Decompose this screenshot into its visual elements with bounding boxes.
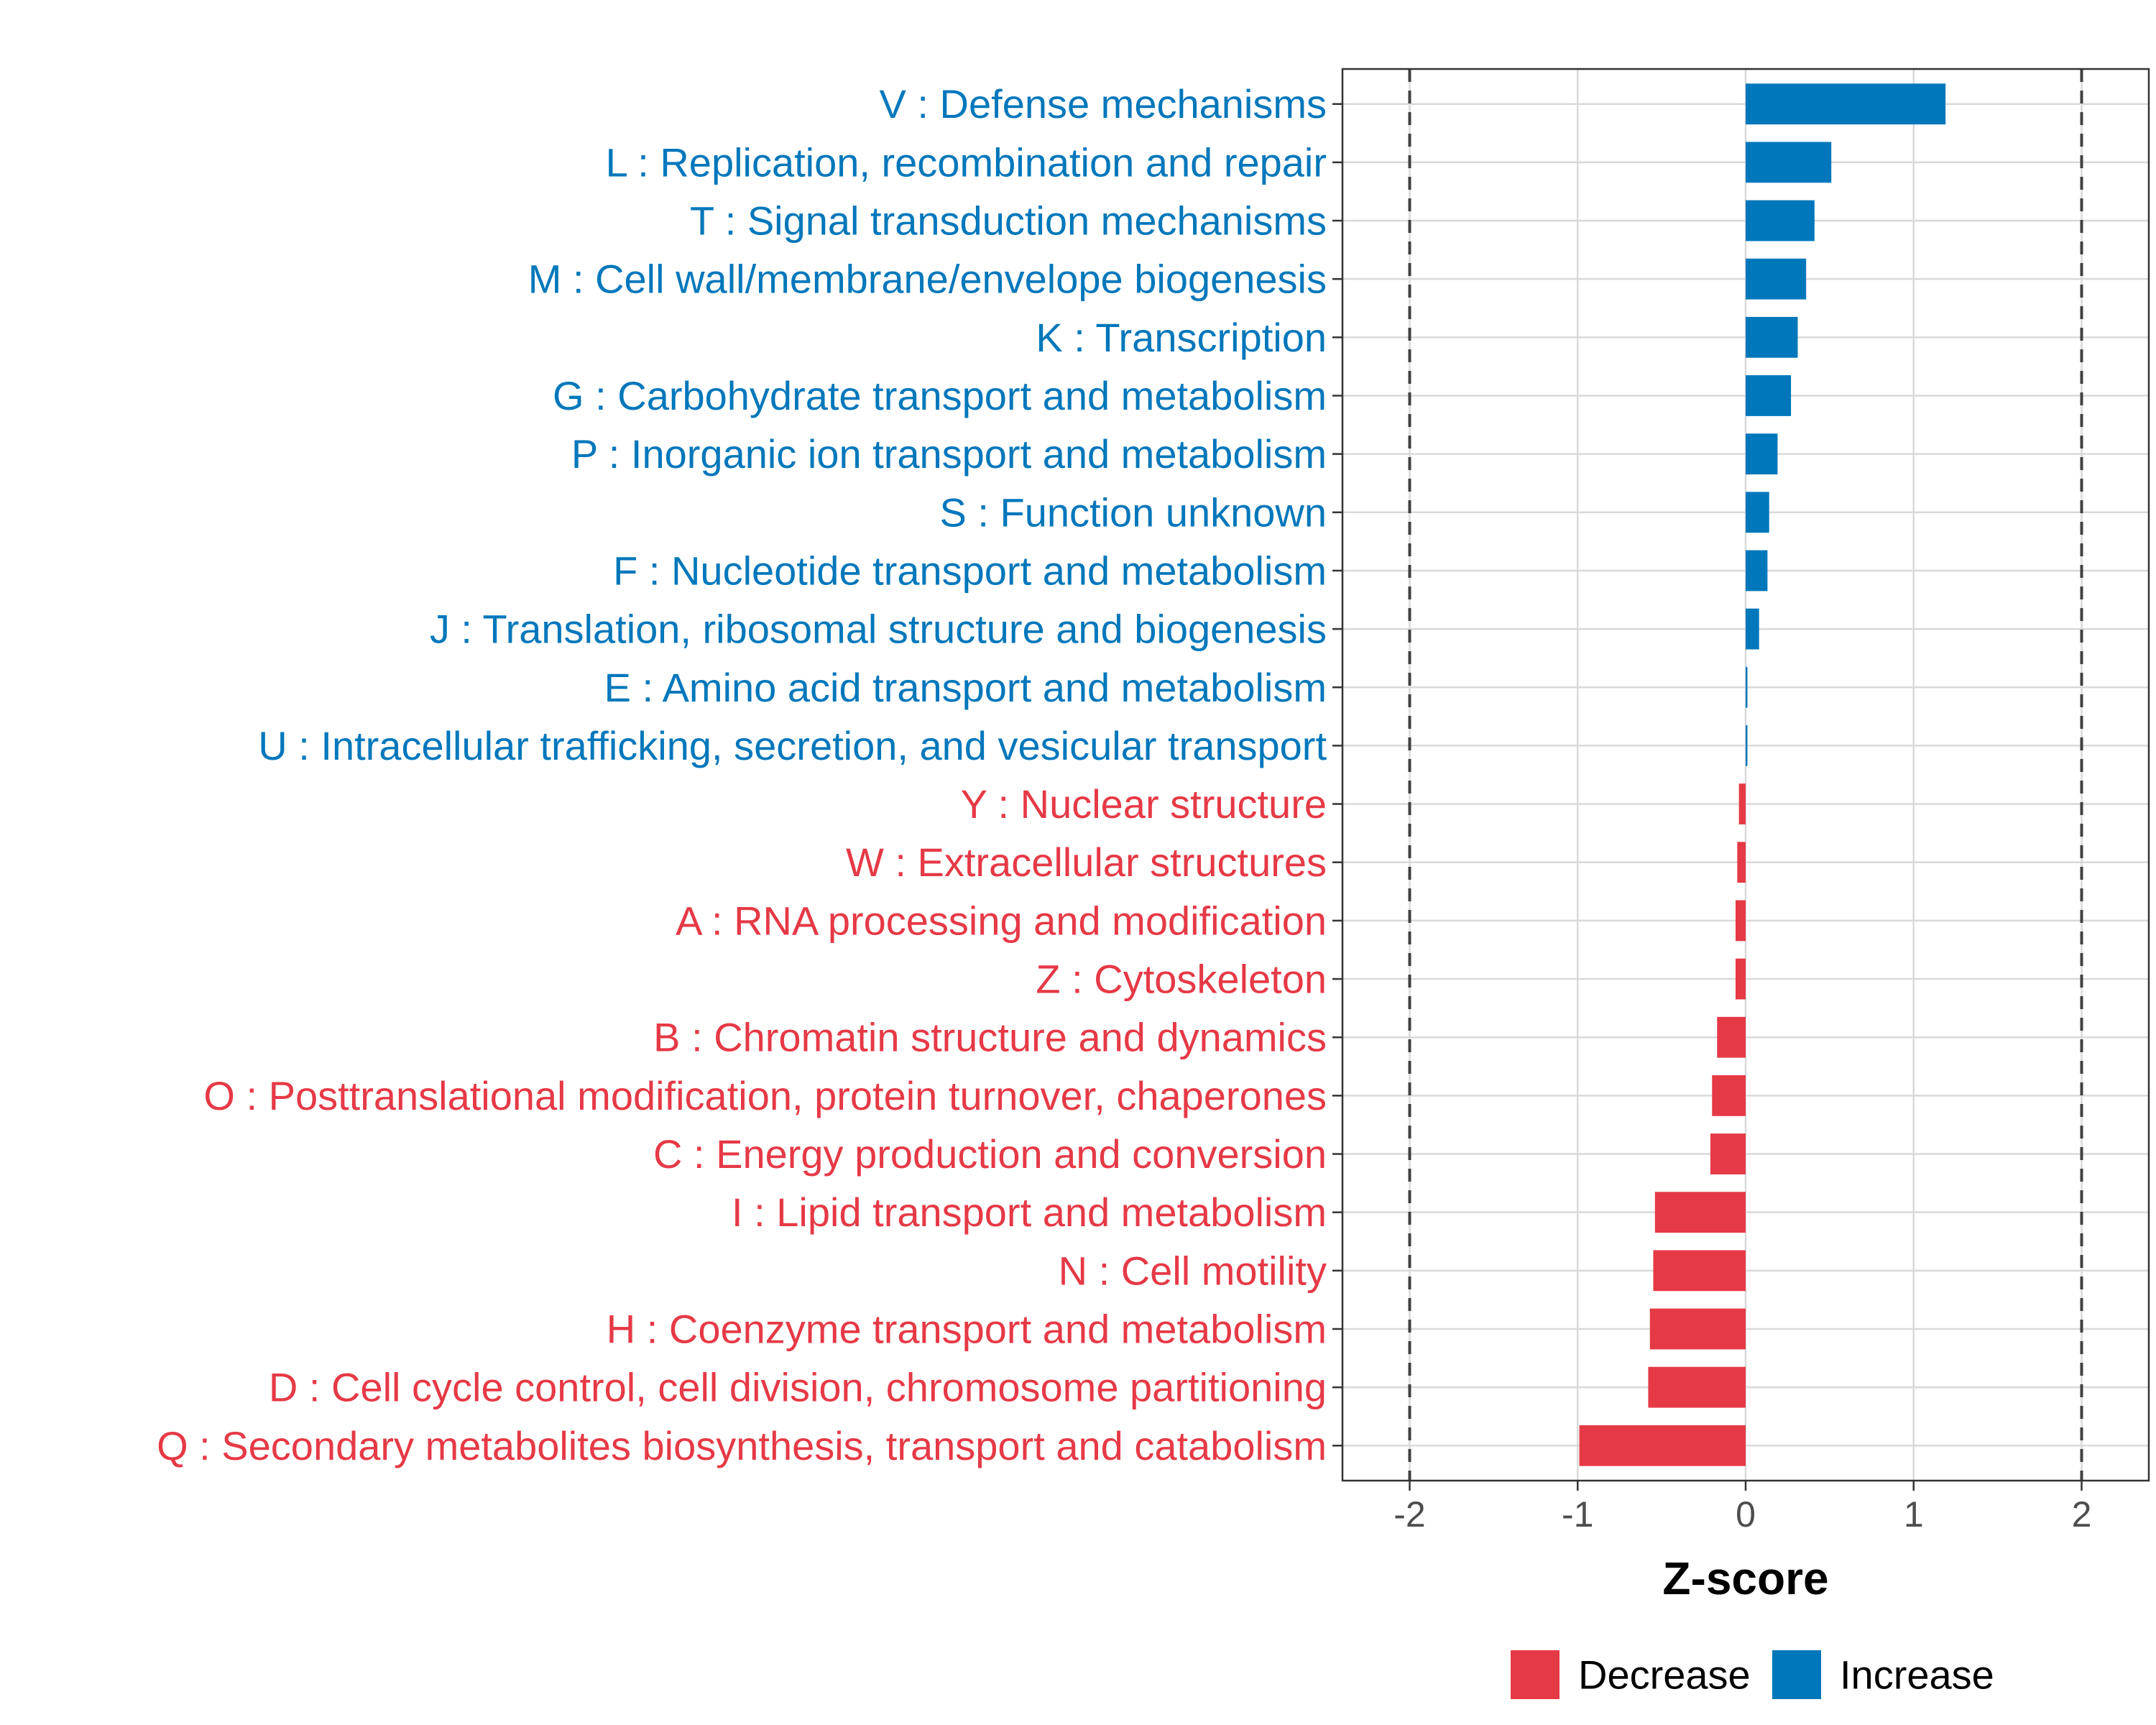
bar-a: [1735, 900, 1746, 942]
legend-swatch-decrease: [1511, 1650, 1560, 1699]
category-label: V : Defense mechanisms: [880, 81, 1327, 126]
x-tick-label: 1: [1904, 1494, 1924, 1535]
y-axis-category-labels: V : Defense mechanisms L : Replication, r…: [157, 81, 1327, 1468]
bar-z: [1735, 958, 1746, 1000]
legend-swatch-increase: [1772, 1650, 1821, 1699]
category-label: B : Chromatin structure and dynamics: [653, 1015, 1327, 1060]
category-label: M : Cell wall/membrane/envelope biogenes…: [528, 257, 1327, 302]
bar-g: [1746, 375, 1792, 416]
category-label: C : Energy production and conversion: [653, 1131, 1327, 1177]
legend: Decrease Increase: [1511, 1650, 1994, 1699]
category-label: W : Extracellular structures: [846, 840, 1327, 885]
bar-b: [1717, 1016, 1746, 1058]
x-axis-title: Z-score: [1662, 1552, 1828, 1604]
bar-k: [1746, 316, 1798, 358]
bar-i: [1654, 1192, 1746, 1233]
bar-y: [1738, 783, 1746, 824]
bar-p: [1746, 433, 1778, 475]
x-tick-label: 0: [1736, 1494, 1756, 1535]
category-label: E : Amino acid transport and metabolism: [604, 665, 1327, 710]
bar-e: [1746, 666, 1748, 708]
category-label: G : Carbohydrate transport and metabolis…: [553, 373, 1327, 418]
legend-label-decrease: Decrease: [1578, 1652, 1751, 1698]
x-tick-label: -2: [1393, 1494, 1425, 1535]
category-label: J : Translation, ribosomal structure and…: [430, 607, 1327, 652]
bar-n: [1653, 1250, 1746, 1292]
bar-l: [1746, 142, 1832, 183]
category-label: F : Nucleotide transport and metabolism: [613, 548, 1327, 593]
reference-lines: [1408, 69, 2083, 1481]
category-label: D : Cell cycle control, cell division, c…: [269, 1365, 1327, 1410]
category-label: K : Transcription: [1036, 315, 1327, 360]
category-label: O : Posttranslational modification, prot…: [203, 1073, 1327, 1118]
category-label: A : RNA processing and modification: [676, 898, 1327, 943]
bar-m: [1746, 258, 1807, 300]
bar-c: [1710, 1133, 1746, 1174]
bar-h: [1649, 1308, 1746, 1350]
bar-q: [1579, 1425, 1746, 1466]
bar-t: [1746, 200, 1815, 242]
bars: [1579, 83, 1946, 1466]
bar-d: [1648, 1366, 1746, 1408]
bar-j: [1746, 608, 1759, 650]
category-label: Q : Secondary metabolites biosynthesis, …: [157, 1423, 1327, 1468]
category-label: U : Intracellular trafficking, secretion…: [258, 723, 1327, 768]
bar-w: [1737, 842, 1746, 883]
category-label: H : Coenzyme transport and metabolism: [607, 1306, 1327, 1351]
category-label: S : Function unknown: [939, 489, 1327, 535]
legend-label-increase: Increase: [1840, 1652, 1994, 1698]
x-axis-ticks: -2 -1 0 1 2: [1393, 1481, 2091, 1535]
category-label: Z : Cytoskeleton: [1036, 957, 1327, 1002]
bar-u: [1746, 725, 1748, 766]
category-label: P : Inorganic ion transport and metaboli…: [571, 431, 1327, 477]
bar-v: [1746, 83, 1946, 125]
category-label: N : Cell motility: [1059, 1248, 1327, 1293]
category-label: Y : Nuclear structure: [961, 781, 1327, 827]
bar-o: [1712, 1075, 1746, 1116]
bar-s: [1746, 492, 1769, 533]
x-tick-label: -1: [1562, 1494, 1593, 1535]
x-tick-label: 2: [2072, 1494, 2092, 1535]
category-label: T : Signal transduction mechanisms: [690, 198, 1327, 244]
bar-f: [1746, 550, 1768, 592]
y-axis-ticks: [1332, 103, 1342, 1447]
category-label: L : Replication, recombination and repai…: [606, 139, 1327, 185]
category-label: I : Lipid transport and metabolism: [732, 1190, 1327, 1235]
